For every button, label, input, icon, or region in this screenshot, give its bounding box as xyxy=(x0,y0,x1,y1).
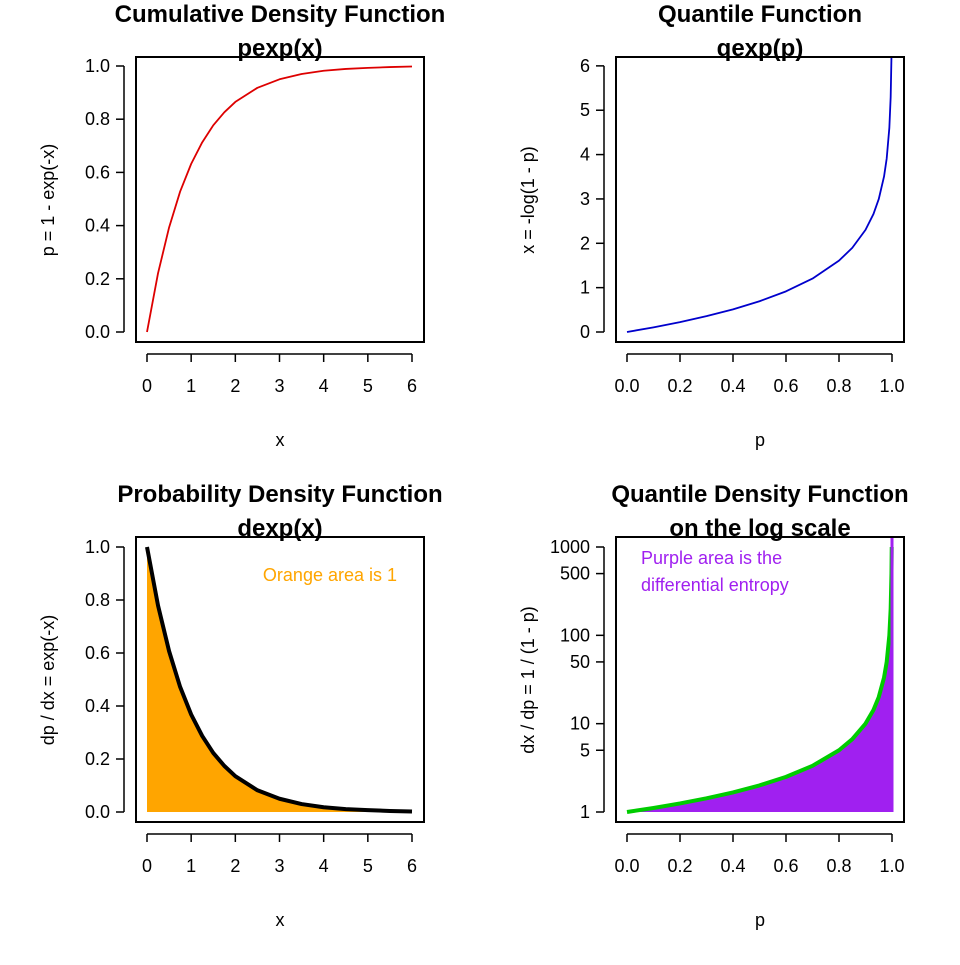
x-tick-label: 4 xyxy=(319,856,329,876)
y-tick-label: 0.6 xyxy=(85,162,110,182)
y-tick-label: 10 xyxy=(570,714,590,734)
x-axis-label: p xyxy=(755,430,765,450)
panel-cdf: 0 1 2 3 4 5 6 0.0 0.2 0.4 0.6 0.8 1.0 Cumulative Dens… xyxy=(38,1,445,450)
y-tick-label: 6 xyxy=(580,56,590,76)
series-line xyxy=(145,546,413,814)
y-axis-label: dp / dx = exp(-x) xyxy=(38,615,58,746)
plot-frame xyxy=(615,56,905,343)
panel-qdf: 0.0 0.2 0.4 0.6 0.8 1.0 1 5 10 50 100 500 1000 Quanti… xyxy=(518,481,909,930)
y-tick-label: 0.8 xyxy=(85,590,110,610)
x-tick-label: 5 xyxy=(363,376,373,396)
x-tick-label: 0.8 xyxy=(826,376,851,396)
x-tick-label: 2 xyxy=(230,376,240,396)
chart-title: Quantile Function xyxy=(658,1,862,28)
x-tick-label: 1.0 xyxy=(879,856,904,876)
series-line xyxy=(626,56,893,333)
x-tick-label: 6 xyxy=(407,376,417,396)
filled-area xyxy=(627,547,892,812)
x-tick-label: 0.4 xyxy=(720,376,745,396)
chart-subtitle: pexp(x) xyxy=(237,35,322,62)
x-tick-label: 0.2 xyxy=(667,376,692,396)
y-tick-label: 500 xyxy=(560,564,590,584)
y-tick-label: 0.2 xyxy=(85,749,110,769)
x-tick-label: 0.6 xyxy=(773,376,798,396)
y-tick-label: 0 xyxy=(580,322,590,342)
annotation-text: Orange area is 1 xyxy=(263,565,397,585)
y-tick-label: 0.8 xyxy=(85,109,110,129)
x-tick-label: 1.0 xyxy=(879,376,904,396)
chart-title: Cumulative Density Function xyxy=(115,1,446,28)
x-tick-label: 2 xyxy=(230,856,240,876)
x-tick-label: 1 xyxy=(186,856,196,876)
x-tick-label: 4 xyxy=(319,376,329,396)
x-axis-label: x xyxy=(276,430,285,450)
series-line xyxy=(626,546,894,814)
y-axis-label: p = 1 - exp(-x) xyxy=(38,144,58,257)
x-tick-label: 0 xyxy=(142,856,152,876)
x-tick-label: 0 xyxy=(142,376,152,396)
y-tick-label: 1.0 xyxy=(85,537,110,557)
x-tick-label: 0.4 xyxy=(720,856,745,876)
chart-subtitle: on the log scale xyxy=(669,515,850,542)
x-tick-label: 6 xyxy=(407,856,417,876)
annotation-text: differential entropy xyxy=(641,575,789,595)
y-tick-label: 5 xyxy=(580,740,590,760)
y-tick-label: 1 xyxy=(580,802,590,822)
panel-quantile: 0.0 0.2 0.4 0.6 0.8 1.0 0 1 2 3 4 5 6 Quantile Functi… xyxy=(518,1,905,450)
y-tick-label: 0.2 xyxy=(85,269,110,289)
plot-frame xyxy=(615,536,905,823)
chart-title: Probability Density Function xyxy=(117,481,442,508)
y-tick-label: 2 xyxy=(580,233,590,253)
y-tick-label: 3 xyxy=(580,189,590,209)
chart-subtitle: qexp(p) xyxy=(717,35,804,62)
annotation-text: Purple area is the xyxy=(641,548,782,568)
y-tick-label: 1000 xyxy=(550,537,590,557)
y-axis-label: x = -log(1 - p) xyxy=(518,146,538,254)
y-tick-label: 1 xyxy=(580,278,590,298)
y-tick-label: 4 xyxy=(580,145,590,165)
y-tick-label: 0.4 xyxy=(85,216,110,236)
y-tick-label: 0.6 xyxy=(85,643,110,663)
series-line xyxy=(146,65,413,333)
x-tick-label: 3 xyxy=(274,376,284,396)
y-tick-label: 100 xyxy=(560,625,590,645)
filled-area xyxy=(147,547,412,812)
x-axis-label: p xyxy=(755,910,765,930)
chart-subtitle: dexp(x) xyxy=(237,515,322,542)
y-tick-label: 5 xyxy=(580,100,590,120)
x-tick-label: 0.6 xyxy=(773,856,798,876)
x-tick-label: 0.0 xyxy=(614,376,639,396)
panel-pdf: 0 1 2 3 4 5 6 0.0 0.2 0.4 0.6 0.8 1.0 Probability Den… xyxy=(38,481,443,930)
x-tick-label: 0.2 xyxy=(667,856,692,876)
chart-title: Quantile Density Function xyxy=(611,481,908,508)
y-tick-label: 0.0 xyxy=(85,802,110,822)
plot-frame xyxy=(135,56,425,343)
x-tick-label: 0.0 xyxy=(614,856,639,876)
y-axis-label: dx / dp = 1 / (1 - p) xyxy=(518,606,538,754)
x-tick-label: 5 xyxy=(363,856,373,876)
x-tick-label: 0.8 xyxy=(826,856,851,876)
plot-frame xyxy=(135,536,425,823)
x-tick-label: 3 xyxy=(274,856,284,876)
y-tick-label: 0.4 xyxy=(85,696,110,716)
y-tick-label: 50 xyxy=(570,652,590,672)
y-tick-label: 0.0 xyxy=(85,322,110,342)
x-tick-label: 1 xyxy=(186,376,196,396)
y-tick-label: 1.0 xyxy=(85,56,110,76)
x-axis-label: x xyxy=(276,910,285,930)
